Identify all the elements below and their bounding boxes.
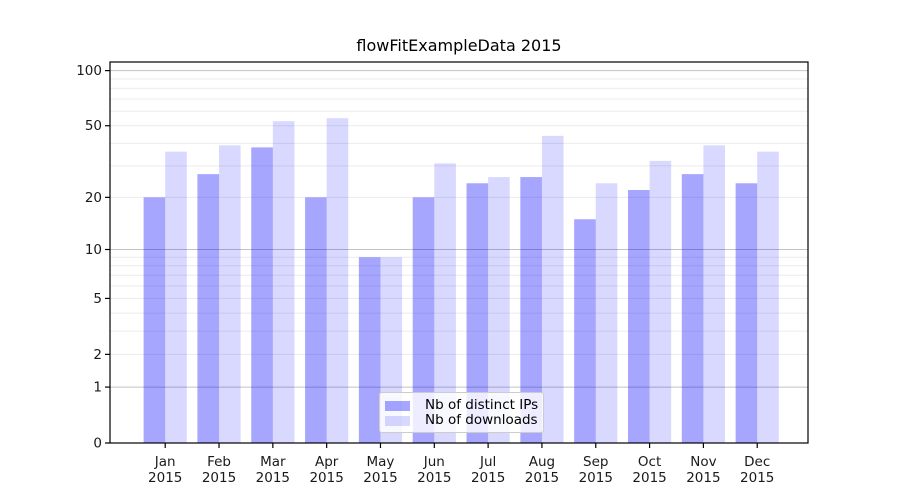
y-tick-label: 1 [93, 380, 102, 396]
bar-distinct-ips-jan [143, 197, 166, 443]
bar-distinct-ips-mar [251, 147, 273, 443]
x-tick-label-year: 2015 [148, 470, 182, 486]
x-tick-label-year: 2015 [525, 470, 559, 486]
x-tick-label-year: 2015 [256, 470, 290, 486]
x-tick-label-year: 2015 [309, 470, 343, 486]
bar-downloads-sep [595, 183, 618, 443]
chart-title: flowFitExampleData 2015 [356, 36, 562, 55]
bar-downloads-aug [541, 135, 564, 443]
bar-downloads-dec [757, 151, 779, 443]
x-tick-label-month: Apr [315, 454, 339, 470]
legend-item-distinct-ips: Nb of distinct IPs [385, 397, 539, 413]
y-tick-label: 5 [93, 291, 102, 307]
bar-downloads-nov [703, 145, 725, 443]
x-tick-label-month: Jul [479, 454, 496, 470]
y-tick-label: 100 [76, 63, 102, 79]
bar-distinct-ips-apr [305, 197, 327, 443]
x-tick-label-year: 2015 [202, 470, 236, 486]
x-tick-label-month: May [367, 454, 395, 470]
bar-distinct-ips-jul [466, 183, 489, 443]
x-tick-label-month: Feb [207, 454, 231, 470]
legend-swatch-downloads [385, 415, 410, 426]
bar-distinct-ips-nov [681, 174, 704, 444]
legend-label-distinct-ips: Nb of distinct IPs [425, 397, 539, 413]
bar-distinct-ips-may [358, 257, 381, 443]
bar-downloads-jul [488, 177, 510, 443]
x-tick-label-year: 2015 [579, 470, 613, 486]
x-tick-label-month: Sep [583, 454, 608, 470]
x-tick-label-month: Nov [690, 454, 716, 470]
bar-distinct-ips-sep [574, 219, 596, 443]
bar-distinct-ips-dec [735, 183, 758, 443]
bar-downloads-mar [272, 121, 295, 444]
y-tick-label: 0 [93, 436, 102, 452]
axes-frame [109, 61, 809, 444]
x-tick-label-month: Aug [529, 454, 555, 470]
x-tick-label-year: 2015 [686, 470, 720, 486]
y-tick-label: 2 [93, 347, 102, 363]
y-tick-label: 10 [85, 242, 102, 258]
bar-distinct-ips-aug [520, 177, 542, 443]
x-tick-label-year: 2015 [363, 470, 397, 486]
legend-label-downloads: Nb of downloads [425, 412, 538, 428]
x-tick-label-month: Jun [423, 454, 445, 470]
x-tick-label-year: 2015 [417, 470, 451, 486]
bar-downloads-jun [434, 163, 456, 443]
y-tick-label: 20 [85, 190, 102, 206]
y-tick-label: 50 [85, 118, 102, 134]
bar-downloads-apr [326, 118, 349, 443]
x-tick-label-year: 2015 [632, 470, 666, 486]
legend: Nb of distinct IPs Nb of downloads [379, 392, 544, 433]
x-tick-label-month: Dec [744, 454, 770, 470]
bar-downloads-feb [219, 145, 241, 443]
x-tick-label-month: Oct [638, 454, 661, 470]
bar-distinct-ips-oct [627, 189, 650, 443]
x-tick-label-year: 2015 [471, 470, 505, 486]
x-tick-label-year: 2015 [740, 470, 774, 486]
bar-downloads-jan [165, 151, 187, 443]
x-tick-label-month: Mar [260, 454, 286, 470]
bar-distinct-ips-feb [197, 174, 220, 444]
bar-downloads-oct [649, 160, 672, 444]
bar-distinct-ips-jun [412, 197, 435, 443]
legend-swatch-distinct-ips [385, 400, 410, 411]
legend-item-downloads: Nb of downloads [385, 412, 538, 428]
x-tick-label-month: Jan [154, 454, 176, 470]
